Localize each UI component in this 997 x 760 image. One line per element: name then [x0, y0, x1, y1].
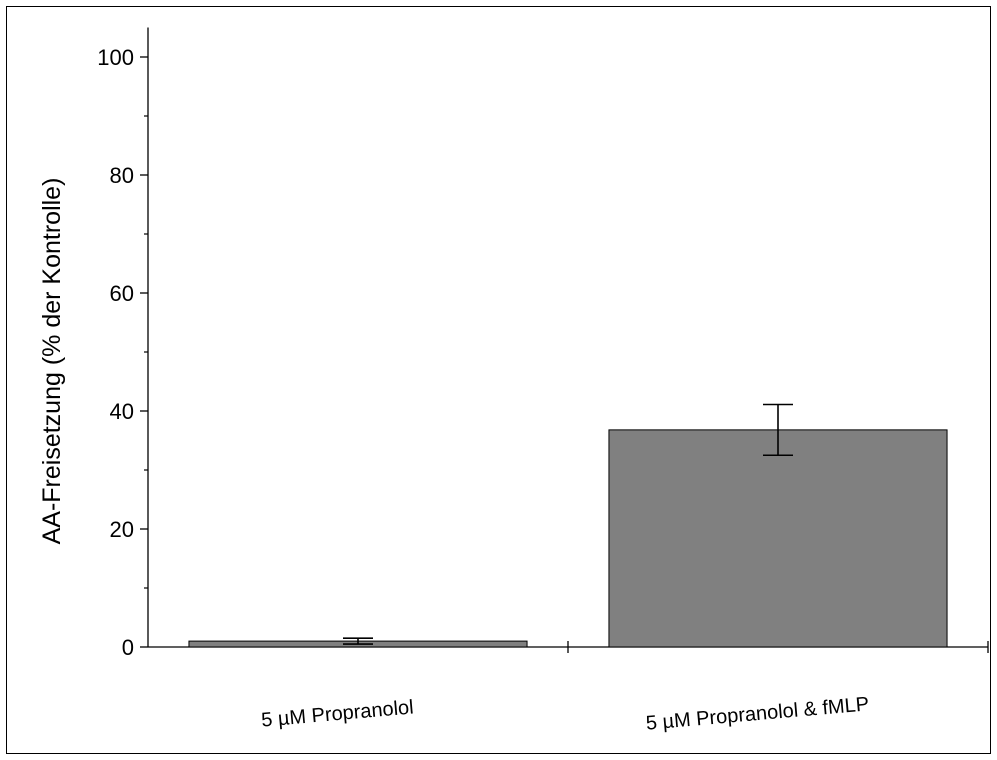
- chart-frame: [6, 6, 991, 754]
- error-bars: [343, 403, 793, 645]
- y-axis-label: AA-Freisetzung (% der Kontrolle): [38, 178, 66, 545]
- axes: 0 20 40 60 80 100: [97, 27, 989, 660]
- y-tick-label: 60: [110, 281, 134, 306]
- x-tick-label: 5 µM Propranolol: [260, 696, 414, 731]
- labels: 5 µM Propranolol 5 µM Propranolol & fMLP: [260, 693, 869, 734]
- y-tick-label: 80: [110, 163, 134, 188]
- y-tick-label: 20: [110, 517, 134, 542]
- y-tick-label: 0: [122, 635, 134, 660]
- x-tick-label: 5 µM Propranolol & fMLP: [645, 693, 870, 734]
- bars: [188, 429, 948, 648]
- bar: [608, 429, 948, 648]
- y-tick-label: 40: [110, 399, 134, 424]
- y-tick-label: 100: [97, 45, 134, 70]
